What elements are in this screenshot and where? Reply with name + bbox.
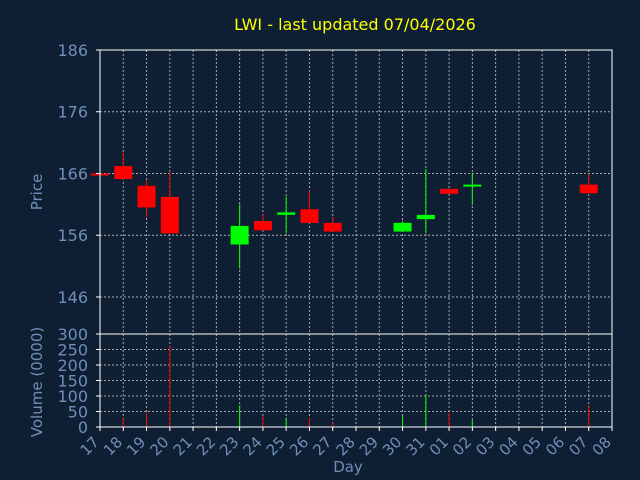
candle-body: [137, 185, 156, 208]
candle-body: [579, 184, 598, 194]
candle-body: [277, 212, 296, 215]
candle-body: [160, 196, 179, 234]
price-tick-label: 186: [57, 41, 88, 60]
candle-body: [440, 188, 459, 194]
price-axis-label: Price: [28, 174, 46, 211]
candle-body: [300, 209, 319, 223]
volume-tick-label: 50: [68, 403, 88, 422]
price-tick-label: 146: [57, 288, 88, 307]
candle-body: [463, 184, 482, 187]
volume-tick-label: 100: [57, 387, 88, 406]
volume-tick-label: 200: [57, 356, 88, 375]
volume-axis-label: Volume (0000): [28, 327, 46, 437]
volume-tick-label: 300: [57, 325, 88, 344]
chart-title: LWI - last updated 07/04/2026: [234, 15, 476, 34]
price-tick-label: 156: [57, 226, 88, 245]
candle-body: [114, 166, 133, 180]
volume-tick-label: 250: [57, 341, 88, 360]
price-tick-label: 166: [57, 164, 88, 183]
volume-tick-label: 150: [57, 372, 88, 391]
volume-tick-label: 0: [78, 418, 88, 437]
x-axis-label: Day: [333, 458, 363, 476]
price-tick-label: 176: [57, 103, 88, 122]
candle-body: [393, 222, 412, 232]
candle-body: [323, 222, 342, 232]
marks-layer: [91, 152, 598, 427]
candle-body: [230, 225, 249, 245]
candle-body: [416, 214, 435, 220]
candle-body: [253, 221, 272, 231]
